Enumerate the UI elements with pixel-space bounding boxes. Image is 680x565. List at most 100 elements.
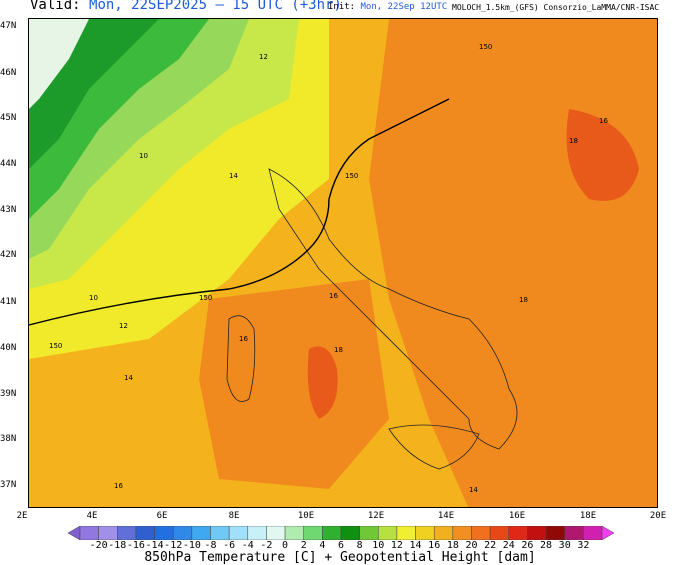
lat-label: 47N <box>0 21 17 31</box>
colorbar-swatch <box>303 526 323 540</box>
colorbar-swatch <box>191 526 211 540</box>
colorbar-tick-label: -18 <box>108 540 127 551</box>
lat-label: 38N <box>0 434 17 444</box>
colorbar-tick-label: 18 <box>446 540 459 551</box>
lon-label: 6E <box>156 511 168 521</box>
hot-spot-tyrrhenian <box>307 346 338 419</box>
colorbar-swatch <box>210 526 230 540</box>
colorbar-swatch <box>471 526 491 540</box>
colorbar-swatch <box>266 526 286 540</box>
contour-label: 150 <box>479 43 492 51</box>
colorbar-swatch <box>117 526 137 540</box>
lat-label: 42N <box>0 250 17 260</box>
warm-zone-south <box>199 279 389 489</box>
italy-coastline <box>268 168 518 450</box>
colorbar-tick-label: -8 <box>204 540 217 551</box>
lon-label: 18E <box>579 511 597 521</box>
colorbar-tick-label: 24 <box>502 540 515 551</box>
lat-label: 46N <box>0 68 17 78</box>
colorbar-swatch <box>452 526 472 540</box>
colorbar-swatch <box>135 526 155 540</box>
colorbar-arrow-high <box>601 526 614 540</box>
init-label: Init: <box>328 2 356 12</box>
colorbar-tick-label: 4 <box>319 540 326 551</box>
contour-label: 18 <box>334 346 343 354</box>
contour-label: 150 <box>199 294 212 302</box>
colorbar-arrow-low <box>68 526 81 540</box>
lon-label: 20E <box>649 511 667 521</box>
geopotential-150-contour <box>29 98 450 326</box>
contour-label: 12 <box>119 322 128 330</box>
colorbar-tick-label: -4 <box>241 540 254 551</box>
lat-label: 44N <box>0 159 17 169</box>
lon-label: 4E <box>86 511 98 521</box>
colorbar-tick-label: -6 <box>223 540 236 551</box>
colorbar-swatch <box>564 526 584 540</box>
cold-zone <box>29 19 89 109</box>
colorbar-swatch <box>489 526 510 540</box>
colorbar <box>68 526 614 540</box>
colorbar-swatch <box>583 526 603 540</box>
init-value: Mon, 22Sep 12UTC <box>360 2 448 12</box>
colorbar-tick-label: 8 <box>356 540 363 551</box>
colorbar-swatch <box>378 526 398 540</box>
colorbar-tick-label: 26 <box>521 540 534 551</box>
colorbar-tick-label: 0 <box>282 540 289 551</box>
colorbar-tick-label: 6 <box>337 540 345 551</box>
lon-label: 2E <box>16 511 28 521</box>
colorbar-swatch <box>545 526 565 540</box>
colorbar-swatch <box>415 526 435 540</box>
contour-label: 150 <box>345 172 358 180</box>
lat-label: 40N <box>0 343 17 353</box>
colorbar-swatch <box>154 526 174 540</box>
contour-label: 16 <box>329 292 338 300</box>
model-info: MOLOCH_1.5km_(GFS) Consorzio_LaMMA/CNR-I… <box>452 3 660 12</box>
contour-label: 12 <box>259 53 268 61</box>
colorbar-tick-label: 32 <box>577 540 590 551</box>
lat-label: 37N <box>0 480 17 490</box>
colorbar-tick-label: 10 <box>372 540 385 551</box>
colorbar-swatch <box>340 526 360 540</box>
colorbar-tick-label: 30 <box>558 540 571 551</box>
contour-label: 16 <box>239 335 248 343</box>
header: Valid: Mon, 22SEP2025 – 15 UTC (+3hr) In… <box>0 0 680 18</box>
colorbar-swatch <box>284 526 304 540</box>
colorbar-swatch <box>433 526 454 540</box>
valid-time: Valid: Mon, 22SEP2025 – 15 UTC (+3hr) <box>30 0 342 13</box>
contour-label: 14 <box>124 374 133 382</box>
colorbar-tick-label: -10 <box>182 540 201 551</box>
contour-label: 14 <box>229 172 238 180</box>
lon-label: 12E <box>367 511 385 521</box>
lon-label: 10E <box>297 511 315 521</box>
colorbar-tick-label: -16 <box>126 540 145 551</box>
colorbar-tick-label: -2 <box>260 540 273 551</box>
colorbar-swatch <box>172 526 193 540</box>
contour-label: 150 <box>49 342 62 350</box>
colorbar-swatch <box>396 526 416 540</box>
colorbar-tick-label: -14 <box>145 540 164 551</box>
contour-label: 18 <box>519 296 528 304</box>
map-canvas: 150 150 150 150 10 10 12 12 14 14 16 16 … <box>29 19 657 507</box>
colorbar-tick-label: -20 <box>89 540 108 551</box>
lat-label: 45N <box>0 113 17 123</box>
colorbar-tick-label: 22 <box>484 540 497 551</box>
lon-label: 8E <box>228 511 240 521</box>
colorbar-swatch <box>228 526 249 540</box>
colorbar-swatch <box>508 526 528 540</box>
contour-label: 10 <box>89 294 98 302</box>
colorbar-tick-label: 14 <box>409 540 422 551</box>
colorbar-tick-label: 28 <box>540 540 553 551</box>
colorbar-swatch <box>322 526 342 540</box>
lat-label: 43N <box>0 205 17 215</box>
contour-label: 16 <box>599 117 608 125</box>
colorbar-swatch <box>247 526 267 540</box>
colorbar-tick-label: 20 <box>465 540 478 551</box>
colorbar-tick-label: 12 <box>390 540 403 551</box>
colorbar-tick-label: 16 <box>428 540 441 551</box>
lat-label: 39N <box>0 389 17 399</box>
valid-value: Mon, 22SEP2025 – 15 UTC (+3hr) <box>89 0 342 13</box>
colorbar-swatch <box>527 526 547 540</box>
colorbar-tick-label: 2 <box>300 540 307 551</box>
map-caption: 850hPa Temperature [C] + Geopotential He… <box>144 550 536 565</box>
colorbar-swatch <box>79 526 99 540</box>
